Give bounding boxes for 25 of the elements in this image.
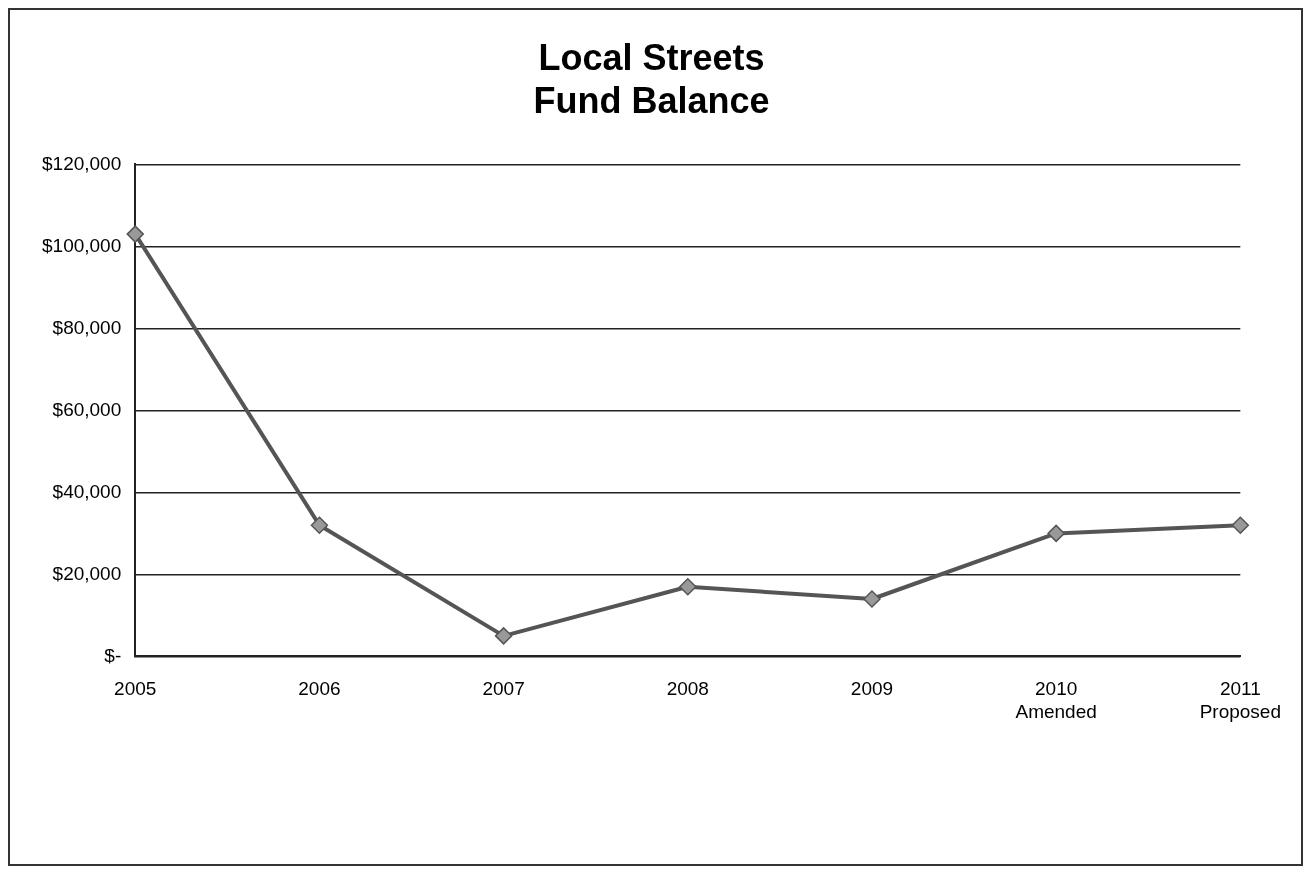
- point: [310, 516, 329, 534]
- y-tick-label: $-: [104, 644, 122, 666]
- point: [494, 627, 513, 645]
- category-label: 2010: [1035, 678, 1078, 700]
- point: [1047, 524, 1065, 543]
- x-tick-label: 2007: [482, 678, 525, 700]
- y-tick-label: $80,000: [52, 316, 122, 338]
- y-tick-label: $100,000: [42, 234, 122, 256]
- category-label: Amended: [1015, 700, 1097, 722]
- point: [679, 577, 697, 596]
- point: [126, 225, 144, 243]
- y-tick-label: $20,000: [52, 562, 122, 584]
- y-tick-label: $40,000: [52, 480, 122, 502]
- x-tick-label: 2008: [666, 678, 709, 700]
- x-tick-label: 2009: [850, 678, 894, 700]
- category-label: Proposed: [1199, 700, 1281, 722]
- category-label: 2011: [1219, 678, 1261, 700]
- text: Fund Balance: [533, 79, 770, 121]
- y-tick-label: $60,000: [52, 398, 122, 420]
- x-tick-label: 2006: [298, 678, 341, 700]
- x-tick-label: 2005: [114, 678, 157, 700]
- text: Local Streets: [538, 36, 765, 78]
- point: [863, 590, 881, 608]
- point: [1231, 516, 1250, 534]
- y-tick-label: $120,000: [42, 152, 122, 174]
